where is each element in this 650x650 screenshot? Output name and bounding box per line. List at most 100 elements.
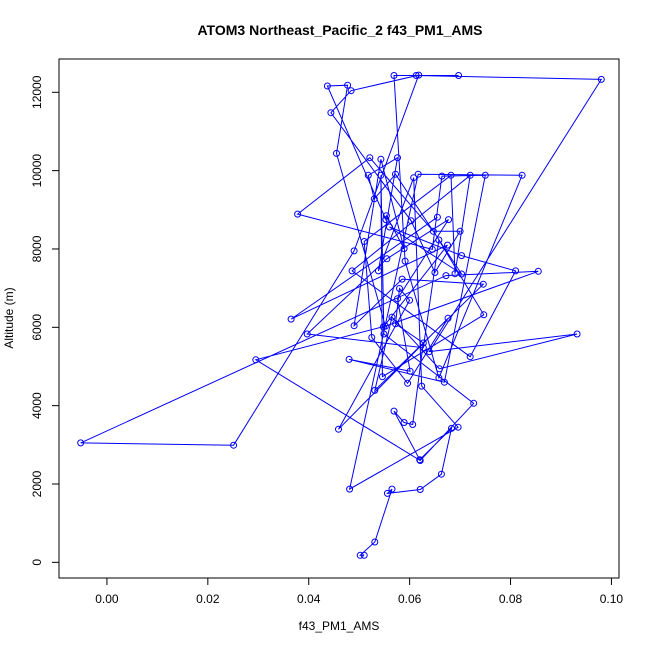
- data-point: [364, 171, 372, 179]
- data-point: [400, 419, 408, 426]
- data-point: [438, 172, 446, 180]
- data-point: [458, 270, 466, 278]
- data-point: [435, 365, 443, 373]
- data-point: [480, 311, 488, 319]
- x-tick-label: 0.08: [499, 592, 523, 606]
- data-point: [386, 223, 393, 231]
- y-tick-label: 4000: [30, 392, 44, 419]
- data-point: [412, 72, 420, 79]
- data-point: [371, 386, 379, 394]
- data-point: [407, 217, 415, 225]
- data-point: [382, 212, 390, 220]
- data-point: [323, 82, 331, 90]
- data-point: [378, 373, 386, 381]
- y-tick-label: 12000: [30, 75, 44, 109]
- data-point: [406, 367, 414, 375]
- x-axis: 0.00 0.02 0.04 0.06 0.08 0.10: [95, 577, 624, 606]
- y-tick-label: 6000: [30, 314, 44, 341]
- data-point: [458, 252, 466, 260]
- y-tick-label: 0: [30, 559, 44, 566]
- data-point: [419, 339, 427, 347]
- data-point: [335, 425, 342, 433]
- data-point: [437, 470, 445, 478]
- data-point: [287, 315, 295, 323]
- data-point: [455, 72, 463, 79]
- data-point: [370, 195, 378, 203]
- x-tick-label: 0.00: [95, 592, 119, 606]
- data-point: [390, 407, 398, 415]
- data-point: [360, 551, 368, 559]
- data-point: [447, 171, 455, 179]
- data-point: [390, 72, 398, 79]
- data-point: [252, 356, 260, 364]
- y-axis-label: Altitude (m): [2, 287, 16, 348]
- data-point: [350, 322, 358, 330]
- x-tick-label: 0.02: [196, 592, 220, 606]
- data-point: [368, 334, 376, 341]
- data-point: [429, 227, 437, 235]
- data-point: [454, 423, 462, 431]
- data-point: [371, 538, 379, 546]
- data-point: [466, 171, 474, 179]
- data-point: [428, 245, 436, 253]
- x-tick-label: 0.10: [600, 592, 624, 606]
- data-point: [348, 267, 356, 275]
- data-point: [377, 155, 385, 163]
- data-point: [77, 439, 85, 447]
- y-axis: 0 2000 4000 6000 8000 10000 12000: [30, 75, 60, 566]
- chart-title: ATOM3 Northeast_Pacific_2 f43_PM1_AMS: [197, 22, 482, 38]
- data-point: [419, 344, 427, 352]
- data-point: [294, 210, 302, 218]
- x-axis-label: f43_PM1_AMS: [299, 619, 380, 633]
- data-point: [374, 267, 382, 275]
- data-point: [470, 399, 478, 407]
- data-point: [456, 227, 464, 235]
- data-point: [392, 170, 399, 178]
- data-point: [425, 348, 433, 356]
- y-tick-label: 2000: [30, 470, 44, 497]
- data-point: [415, 71, 423, 79]
- x-tick-label: 0.04: [297, 592, 321, 606]
- data-point: [392, 320, 399, 328]
- data-point: [388, 485, 396, 493]
- data-point: [406, 296, 414, 304]
- data-point: [451, 270, 459, 278]
- data-point: [448, 424, 455, 432]
- data-point: [431, 269, 439, 276]
- x-tick-label: 0.06: [398, 592, 422, 606]
- data-point: [416, 457, 424, 464]
- data-point: [518, 171, 526, 179]
- data-point: [388, 313, 396, 321]
- data-point: [347, 87, 355, 95]
- series-layer: [77, 71, 605, 559]
- data-point: [356, 551, 364, 559]
- data-point: [400, 245, 408, 253]
- data-point: [444, 314, 452, 322]
- data-point: [404, 379, 412, 387]
- data-point: [377, 171, 385, 179]
- data-point: [383, 255, 391, 263]
- data-point: [435, 374, 443, 382]
- data-point: [418, 382, 426, 390]
- data-point: [360, 238, 368, 245]
- data-point: [396, 285, 403, 292]
- data-point: [410, 174, 418, 182]
- data-point: [534, 267, 542, 275]
- data-point: [382, 216, 390, 224]
- y-tick-label: 8000: [30, 235, 44, 262]
- data-point: [444, 241, 451, 249]
- data-point: [440, 378, 448, 386]
- data-point: [409, 421, 417, 428]
- data-point: [350, 247, 358, 255]
- data-point: [394, 295, 401, 303]
- data-point: [597, 75, 605, 83]
- data-point: [327, 109, 335, 117]
- data-point: [573, 330, 581, 338]
- data-point: [344, 81, 352, 89]
- data-point: [345, 355, 353, 363]
- data-point: [445, 216, 452, 224]
- data-point: [380, 330, 388, 338]
- data-point: [414, 170, 422, 178]
- data-point: [230, 441, 238, 449]
